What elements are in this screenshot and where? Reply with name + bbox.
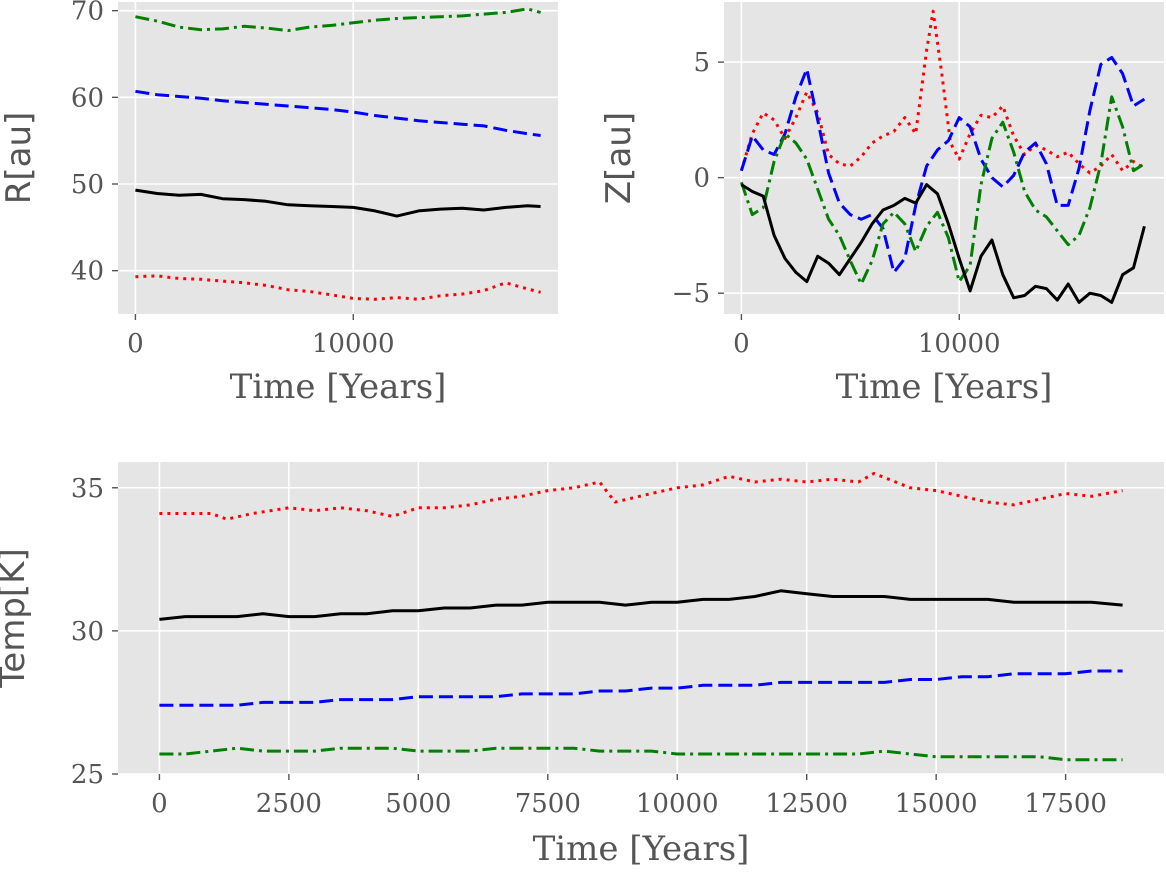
series-line-red [135,274,541,301]
x-tick-label: 17500 [1024,789,1107,819]
series-line-green [739,95,1146,286]
plot-area [724,2,1164,314]
y-tick-label: 70 [71,0,104,27]
y-axis-label: Z[au] [599,112,639,204]
y-tick-label: 5 [693,48,710,78]
y-axis-label: R[au] [0,112,39,205]
y-tick-label: 25 [71,760,104,790]
series-line-black [135,188,541,218]
panel-radius: 0 10000 40 50 60 70 Time [Years] R[au] [0,0,558,407]
y-tick-label: 50 [71,170,104,200]
plot-area [118,462,1164,774]
series-line-blue [135,89,541,137]
x-tick-label: 12500 [765,789,848,819]
panel-temperature: 0 2500 5000 7500 10000 12500 15000 17500 25 30 35 T… [0,462,1164,869]
x-axis-label: Time [Years] [836,367,1053,407]
x-tick-label: 0 [151,789,168,819]
series-line-green [135,7,541,33]
x-tick-label: 7500 [515,789,581,819]
panel-height: 0 10000 −5 0 5 Time [Years] Z[au] [599,2,1164,407]
y-tick-label: 35 [71,474,104,504]
x-tick-label: 10000 [918,329,1001,359]
series-line-red [739,9,1146,175]
plot-area [118,2,558,314]
x-tick-label: 5000 [385,789,451,819]
x-tick-label: 15000 [895,789,978,819]
x-axis-label: Time [Years] [230,367,447,407]
y-tick-label: −5 [672,279,710,309]
x-tick-label: 10000 [312,329,395,359]
x-axis-label: Time [Years] [533,829,750,869]
y-axis-label: Temp[K] [0,548,33,688]
y-tick-label: 60 [71,83,104,113]
series-line-black [740,183,1146,304]
x-tick-label: 2500 [256,789,322,819]
series-line-red [159,471,1123,521]
x-tick-label: 10000 [636,789,719,819]
x-tick-label: 0 [127,329,144,359]
series-line-black [159,589,1123,621]
y-tick-label: 30 [71,617,104,647]
y-tick-label: 0 [693,164,710,194]
series-line-green [159,746,1123,762]
y-tick-label: 40 [71,257,104,287]
series-line-blue [739,56,1146,274]
x-tick-label: 0 [733,329,750,359]
